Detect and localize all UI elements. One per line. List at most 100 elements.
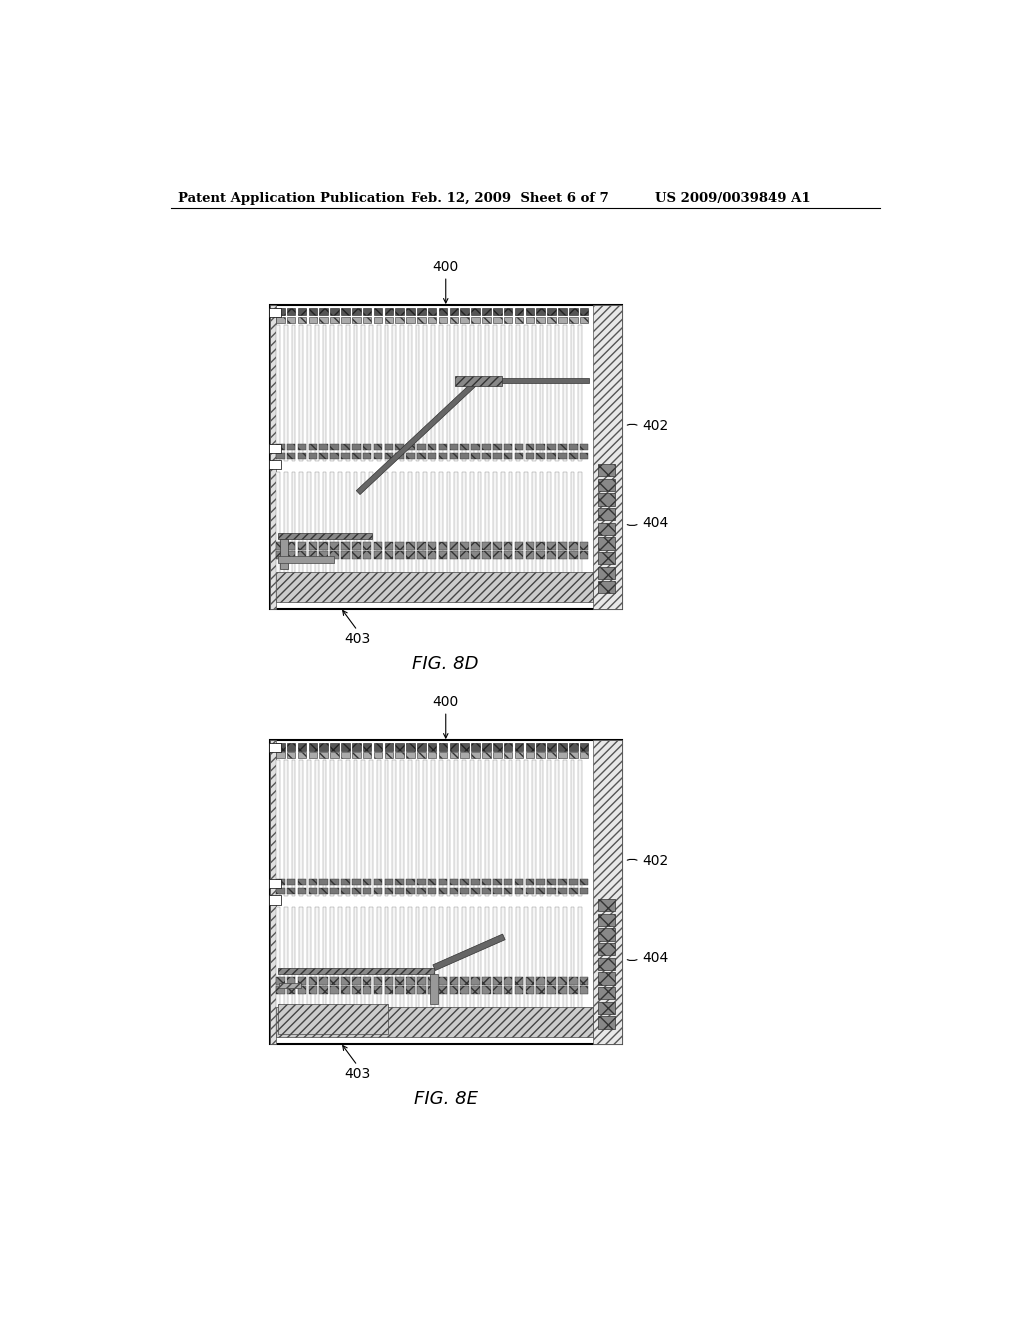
Bar [374,743,382,751]
Bar [516,471,520,599]
Bar [461,879,469,886]
Bar [598,581,614,594]
Bar [362,317,372,323]
Text: 400: 400 [432,694,459,709]
Bar [493,543,502,549]
Bar [287,977,295,985]
Bar [563,760,566,896]
Bar [537,752,545,758]
Bar [395,308,403,315]
Bar [395,453,403,459]
Bar [493,907,497,1034]
Bar [547,543,556,549]
Bar [547,760,551,896]
Bar [569,552,578,558]
Bar [450,743,458,751]
Bar [369,325,373,461]
Bar [461,552,469,558]
Bar [417,879,426,886]
Bar [477,471,481,599]
Bar [493,760,497,896]
Bar [504,317,512,323]
Bar [407,887,415,894]
Bar [319,887,328,894]
Bar [580,977,589,985]
Bar [569,986,578,994]
Bar [455,760,458,896]
Bar [504,453,512,459]
Bar [417,752,426,758]
Bar [428,444,436,450]
Bar [417,308,426,315]
Bar [431,907,435,1034]
Bar [493,743,502,751]
Bar [515,743,523,751]
Bar [537,879,545,886]
Bar [471,308,480,315]
Bar [438,543,447,549]
Bar [362,986,372,994]
Bar [450,879,458,886]
Bar [269,444,281,453]
Bar [407,543,415,549]
Bar [341,552,349,558]
Bar [482,453,490,459]
Bar [504,879,512,886]
Bar [455,471,458,599]
Bar [319,444,328,450]
Bar [580,552,589,558]
Bar [385,743,393,751]
Bar [450,986,458,994]
Bar [417,543,426,549]
Bar [547,977,556,985]
Bar [276,743,285,751]
Bar [547,444,556,450]
Bar [369,760,373,896]
Bar [352,887,360,894]
Bar [438,752,447,758]
Bar [392,471,396,599]
Bar [555,471,559,599]
Bar [338,471,342,599]
Bar [537,977,545,985]
Bar [493,752,502,758]
Bar [385,760,388,896]
Bar [341,444,349,450]
Bar [598,1002,614,1014]
Bar [428,743,436,751]
Bar [525,543,535,549]
Bar [319,752,328,758]
Bar [385,752,393,758]
Bar [558,887,566,894]
Bar [287,879,295,886]
Bar [331,325,334,461]
Bar [558,743,566,751]
Bar [298,317,306,323]
Bar [323,760,327,896]
Bar [319,453,328,459]
Bar [450,752,458,758]
Bar [428,552,436,558]
Bar [431,325,435,461]
Bar [558,986,566,994]
Bar [558,444,566,450]
Bar [504,308,512,315]
Bar [547,743,556,751]
Bar [482,308,490,315]
Bar [298,308,306,315]
Text: Feb. 12, 2009  Sheet 6 of 7: Feb. 12, 2009 Sheet 6 of 7 [411,191,608,205]
Bar [515,887,523,894]
Bar [331,977,339,985]
Bar [417,986,426,994]
Bar [377,760,381,896]
Bar [276,760,280,896]
Bar [331,543,339,549]
Bar [395,543,403,549]
Bar [308,752,317,758]
Bar [331,317,339,323]
Bar [537,986,545,994]
Text: FIG. 8D: FIG. 8D [413,655,479,673]
Bar [461,317,469,323]
Bar [278,533,372,539]
Bar [482,444,490,450]
